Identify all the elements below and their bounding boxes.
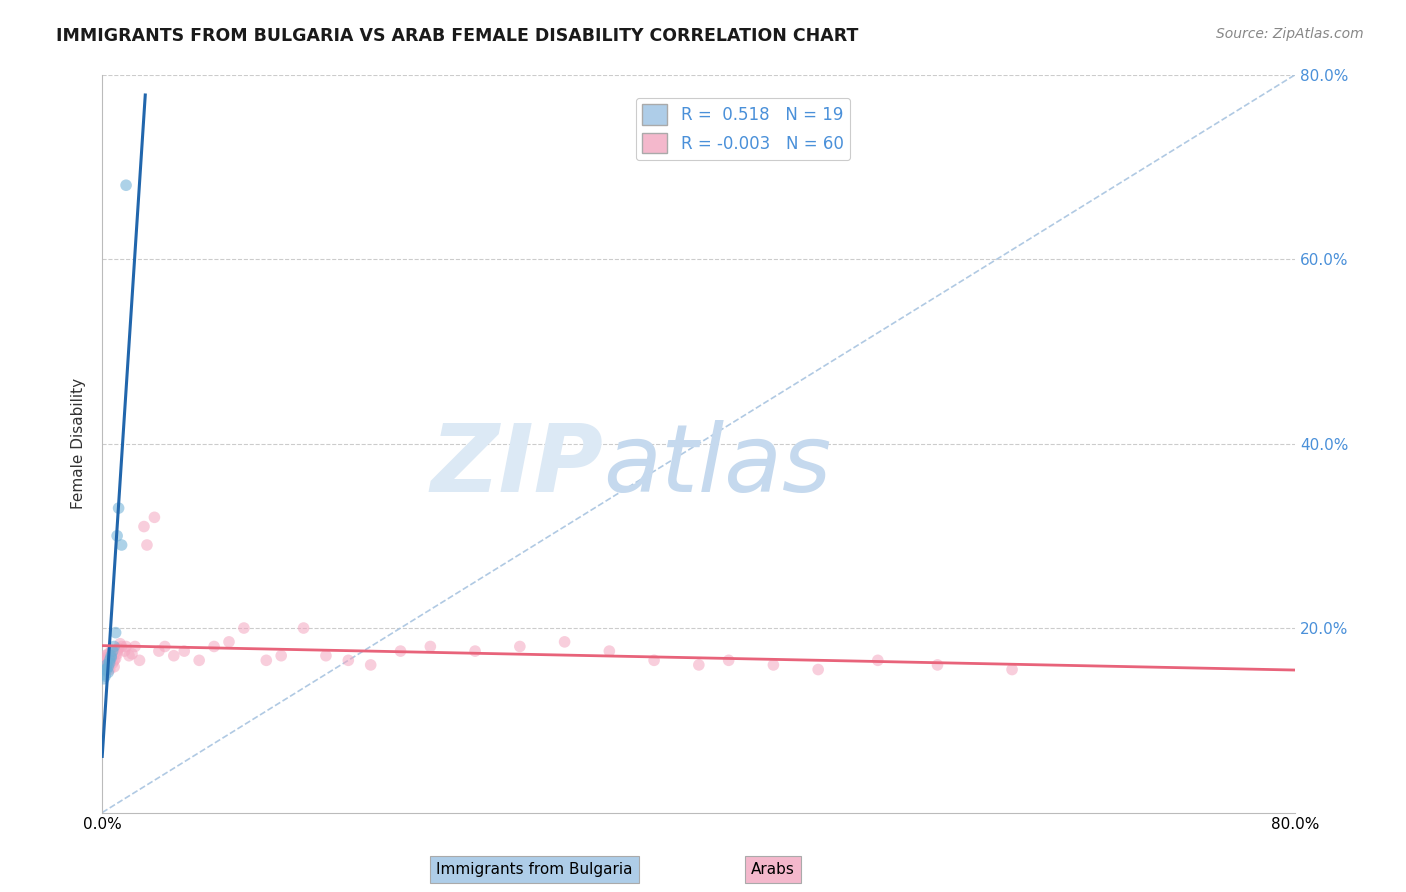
Point xyxy=(121,647,143,661)
Point xyxy=(107,501,129,516)
Point xyxy=(115,178,138,193)
Point xyxy=(509,640,531,654)
Point xyxy=(389,644,412,658)
Point xyxy=(103,640,125,654)
Point xyxy=(360,657,382,672)
Point xyxy=(98,663,121,677)
Text: atlas: atlas xyxy=(603,420,831,511)
Point xyxy=(100,648,122,663)
Point xyxy=(153,640,176,654)
Point xyxy=(105,529,128,543)
Point xyxy=(97,660,120,674)
Point xyxy=(97,647,120,661)
Point xyxy=(100,650,122,665)
Point xyxy=(98,656,121,670)
Point xyxy=(218,635,240,649)
Point xyxy=(96,657,118,672)
Point xyxy=(101,656,124,670)
Point xyxy=(96,650,118,665)
Point xyxy=(98,653,121,667)
Point xyxy=(118,648,141,663)
Point xyxy=(94,669,117,683)
Point xyxy=(232,621,254,635)
Legend: R =  0.518   N = 19, R = -0.003   N = 60: R = 0.518 N = 19, R = -0.003 N = 60 xyxy=(636,97,851,160)
Point xyxy=(717,653,740,667)
Point xyxy=(104,625,127,640)
Text: ZIP: ZIP xyxy=(430,419,603,512)
Point xyxy=(94,663,117,677)
Point xyxy=(105,647,128,661)
Point xyxy=(103,653,125,667)
Point xyxy=(188,653,211,667)
Point xyxy=(163,648,186,663)
Point xyxy=(136,538,159,552)
Point xyxy=(114,644,136,658)
Point xyxy=(554,635,576,649)
Point xyxy=(101,644,124,658)
Point xyxy=(927,657,949,672)
Point xyxy=(1001,663,1024,677)
Point xyxy=(254,653,277,667)
Point xyxy=(96,660,118,674)
Point xyxy=(104,651,127,665)
Point xyxy=(94,663,117,677)
Point xyxy=(101,648,124,663)
Point xyxy=(108,637,131,651)
Point xyxy=(110,640,132,654)
Text: Immigrants from Bulgaria: Immigrants from Bulgaria xyxy=(436,863,633,877)
Point xyxy=(103,660,125,674)
Point xyxy=(93,667,115,681)
Point xyxy=(173,644,195,658)
Point xyxy=(115,640,138,654)
Y-axis label: Female Disability: Female Disability xyxy=(72,378,86,509)
Point xyxy=(807,663,830,677)
Point xyxy=(93,672,115,686)
Point xyxy=(315,648,337,663)
Point xyxy=(97,657,120,672)
Point xyxy=(110,538,132,552)
Point xyxy=(143,510,166,524)
Point xyxy=(464,644,486,658)
Point xyxy=(866,653,889,667)
Point xyxy=(132,519,155,533)
Point xyxy=(107,641,129,656)
Point xyxy=(100,650,122,665)
Point xyxy=(643,653,665,667)
Point xyxy=(688,657,710,672)
Point xyxy=(96,656,118,670)
Point xyxy=(97,665,120,680)
Point xyxy=(337,653,360,667)
Point xyxy=(93,653,115,667)
Point xyxy=(93,657,115,672)
Point xyxy=(148,644,170,658)
Point xyxy=(598,644,620,658)
Point xyxy=(202,640,225,654)
Text: Arabs: Arabs xyxy=(751,863,796,877)
Text: Source: ZipAtlas.com: Source: ZipAtlas.com xyxy=(1216,27,1364,41)
Point xyxy=(270,648,292,663)
Point xyxy=(100,644,122,658)
Point xyxy=(419,640,441,654)
Point xyxy=(124,640,146,654)
Point xyxy=(762,657,785,672)
Text: IMMIGRANTS FROM BULGARIA VS ARAB FEMALE DISABILITY CORRELATION CHART: IMMIGRANTS FROM BULGARIA VS ARAB FEMALE … xyxy=(56,27,859,45)
Point xyxy=(96,663,118,677)
Point xyxy=(292,621,315,635)
Point xyxy=(105,644,128,658)
Point xyxy=(94,648,117,663)
Point xyxy=(98,653,121,667)
Point xyxy=(128,653,150,667)
